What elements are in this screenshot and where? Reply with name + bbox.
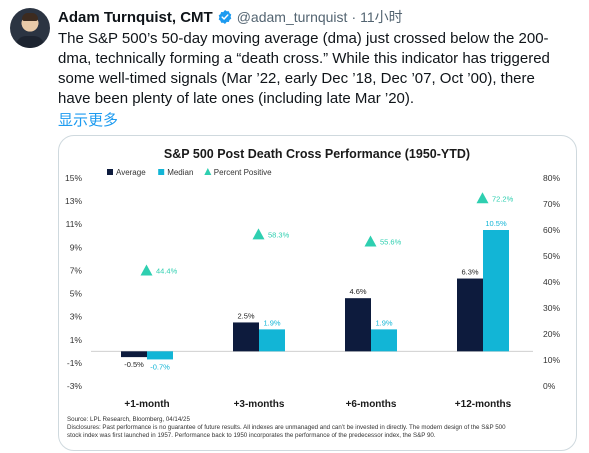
marker-label: 72.2% — [492, 194, 514, 203]
data-label: 6.3% — [461, 268, 478, 277]
bar-average — [121, 351, 147, 358]
chart-disclosure-line: stock index was first launched in 1957. … — [67, 432, 436, 439]
legend-swatch — [204, 168, 212, 175]
chart-image-card[interactable]: S&P 500 Post Death Cross Performance (19… — [58, 135, 577, 451]
y-right-tick-label: 50% — [543, 251, 560, 261]
chart-source: Source: LPL Research, Bloomberg, 04/14/2… — [67, 416, 190, 423]
separator-dot: · — [351, 9, 357, 25]
legend-label: Percent Positive — [214, 168, 272, 177]
data-label: 10.5% — [485, 219, 507, 228]
tweet-text-line: have been plenty of late ones (including… — [58, 90, 415, 107]
chart-title: S&P 500 Post Death Cross Performance (19… — [164, 147, 470, 161]
y-right-tick-label: 60% — [543, 225, 560, 235]
tweet-text-line: some well-timed signals (Mar ’22, early … — [58, 70, 535, 87]
chart-notes: Source: LPL Research, Bloomberg, 04/14/2… — [67, 416, 567, 440]
avatar-suit — [16, 36, 44, 48]
x-tick-label: +12-months — [455, 399, 512, 410]
percent-positive-marker — [252, 228, 265, 240]
death-cross-chart: S&P 500 Post Death Cross Performance (19… — [65, 147, 560, 410]
bar-average — [233, 322, 259, 352]
y-left-tick-label: 15% — [65, 173, 82, 183]
bar-median — [371, 329, 397, 352]
marker-label: 58.3% — [268, 230, 290, 239]
bar-average — [345, 298, 371, 352]
bar-median — [147, 351, 173, 360]
y-left-tick-label: -1% — [67, 358, 83, 368]
avatar-hair — [22, 13, 38, 21]
tweet-text-line: dma, technically forming a “death cross.… — [58, 50, 550, 67]
show-more-link[interactable]: 显示更多 — [58, 112, 119, 129]
tweet-text: The S&P 500’s 50-day moving average (dma… — [58, 29, 578, 109]
legend-swatch — [107, 169, 113, 175]
x-tick-label: +3-months — [234, 399, 285, 410]
y-left-tick-label: 13% — [65, 196, 82, 206]
bar-median — [483, 230, 509, 352]
tweet-header: Adam Turnquist, CMT @adam_turnquist · 11… — [58, 8, 403, 26]
data-label: 1.9% — [263, 318, 280, 327]
legend-swatch — [158, 169, 165, 175]
chart-disclosure-line: Disclosures: Past performance is no guar… — [67, 424, 506, 431]
y-left-tick-label: 3% — [70, 312, 83, 322]
x-tick-label: +6-months — [346, 399, 397, 410]
marker-label: 44.4% — [156, 267, 178, 276]
y-left-tick-label: 1% — [70, 335, 83, 345]
legend-label: Median — [167, 168, 193, 177]
data-label: -0.5% — [124, 360, 144, 369]
y-right-tick-label: 20% — [543, 329, 560, 339]
avatar[interactable] — [10, 8, 50, 48]
percent-positive-marker — [364, 235, 377, 247]
y-right-tick-label: 30% — [543, 303, 560, 313]
legend-label: Average — [116, 168, 146, 177]
marker-label: 55.6% — [380, 237, 402, 246]
y-left-tick-label: -3% — [67, 381, 83, 391]
y-left-tick-label: 9% — [70, 242, 83, 252]
timestamp[interactable]: 11小时 — [360, 9, 403, 25]
data-label: -0.7% — [150, 362, 170, 371]
tweet-text-line: The S&P 500’s 50-day moving average (dma… — [58, 30, 549, 47]
y-right-tick-label: 0% — [543, 381, 556, 391]
y-right-tick-label: 70% — [543, 199, 560, 209]
y-left-tick-label: 7% — [70, 265, 83, 275]
percent-positive-marker — [140, 264, 153, 276]
y-right-tick-label: 80% — [543, 173, 560, 183]
x-tick-label: +1-month — [124, 399, 169, 410]
y-right-tick-label: 40% — [543, 277, 560, 287]
y-right-tick-label: 10% — [543, 355, 560, 365]
y-left-tick-label: 11% — [66, 219, 83, 229]
verified-badge-icon — [218, 10, 231, 24]
y-left-tick-label: 5% — [70, 289, 83, 299]
author-handle[interactable]: @adam_turnquist — [236, 9, 348, 25]
author-name[interactable]: Adam Turnquist, CMT — [58, 8, 213, 26]
data-label: 2.5% — [237, 311, 254, 320]
percent-positive-marker — [476, 192, 489, 204]
bar-average — [457, 278, 483, 352]
data-label: 4.6% — [349, 287, 366, 296]
data-label: 1.9% — [375, 318, 392, 327]
bar-median — [259, 329, 285, 352]
